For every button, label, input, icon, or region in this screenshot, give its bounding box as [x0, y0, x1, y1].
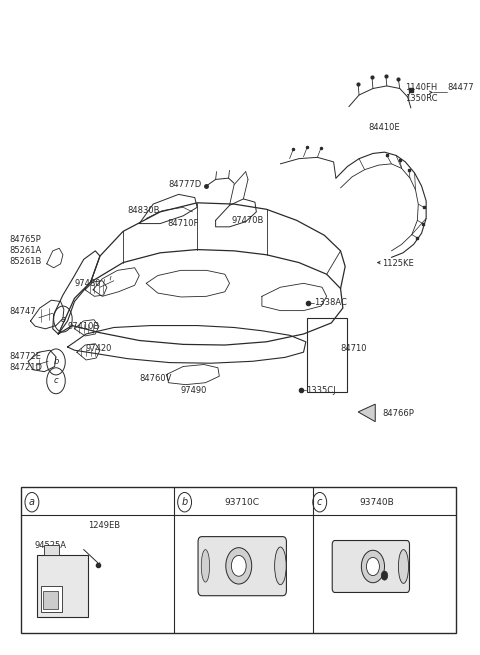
Text: 97470B: 97470B	[232, 216, 264, 225]
Text: 97410B: 97410B	[68, 322, 100, 331]
Text: 84765P: 84765P	[10, 235, 41, 244]
Text: 1125KE: 1125KE	[382, 259, 414, 269]
Text: 85261A: 85261A	[10, 246, 42, 255]
Text: 84710: 84710	[340, 344, 367, 353]
Text: 84410E: 84410E	[368, 123, 400, 132]
Text: c: c	[317, 497, 323, 507]
Text: 1350RC: 1350RC	[405, 94, 438, 103]
Text: 84777D: 84777D	[168, 180, 202, 189]
Text: 94525A: 94525A	[34, 540, 66, 550]
Text: a: a	[29, 497, 35, 507]
Text: 97490: 97490	[181, 386, 207, 395]
Text: 84477: 84477	[447, 83, 474, 92]
Text: 84710F: 84710F	[167, 219, 198, 228]
Text: 84747: 84747	[10, 307, 36, 316]
Text: c: c	[54, 376, 58, 385]
Text: 84830B: 84830B	[128, 206, 160, 215]
Text: 84760V: 84760V	[139, 373, 172, 383]
Text: 1249EB: 1249EB	[88, 521, 120, 530]
Text: 84772E: 84772E	[10, 352, 42, 361]
Text: b: b	[181, 497, 188, 507]
Ellipse shape	[201, 550, 210, 582]
Text: 84766P: 84766P	[382, 409, 414, 418]
Text: 1140FH: 1140FH	[405, 83, 438, 92]
Text: 1338AC: 1338AC	[314, 298, 347, 307]
FancyBboxPatch shape	[21, 487, 456, 633]
Text: 93740B: 93740B	[359, 498, 394, 507]
Text: b: b	[53, 358, 59, 366]
Text: a: a	[60, 314, 65, 324]
FancyBboxPatch shape	[37, 555, 88, 616]
Circle shape	[366, 557, 379, 576]
Text: 97480: 97480	[74, 280, 101, 288]
FancyBboxPatch shape	[45, 545, 59, 555]
Text: 1335CJ: 1335CJ	[306, 386, 336, 395]
FancyBboxPatch shape	[332, 540, 409, 593]
Text: 97420: 97420	[85, 345, 111, 354]
FancyBboxPatch shape	[41, 586, 61, 612]
Text: 85261B: 85261B	[10, 257, 42, 267]
FancyBboxPatch shape	[44, 591, 58, 608]
Circle shape	[381, 571, 388, 580]
Text: 93710C: 93710C	[225, 498, 260, 507]
FancyBboxPatch shape	[198, 536, 287, 595]
Ellipse shape	[398, 550, 408, 584]
Ellipse shape	[275, 547, 286, 585]
Text: 84721D: 84721D	[10, 364, 43, 372]
Polygon shape	[358, 404, 375, 422]
Circle shape	[361, 550, 384, 583]
Circle shape	[226, 548, 252, 584]
Circle shape	[231, 555, 246, 576]
